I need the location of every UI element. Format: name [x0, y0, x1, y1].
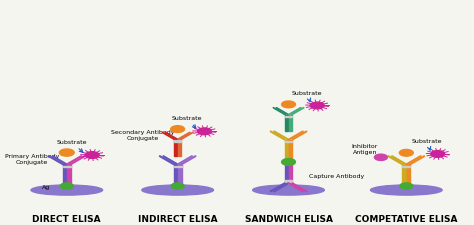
Bar — [289, 115, 292, 131]
Circle shape — [171, 126, 184, 133]
Circle shape — [59, 149, 74, 156]
Circle shape — [60, 183, 73, 189]
Circle shape — [374, 155, 387, 161]
Bar — [67, 164, 71, 184]
Bar — [284, 164, 288, 184]
Circle shape — [282, 159, 295, 166]
Circle shape — [400, 183, 413, 189]
Text: Secondary Antibody
Conjugate: Secondary Antibody Conjugate — [111, 130, 175, 140]
Bar — [285, 115, 288, 131]
Bar — [174, 166, 182, 167]
Circle shape — [171, 183, 184, 189]
Text: Inhibitor
Antigen: Inhibitor Antigen — [352, 143, 378, 154]
Ellipse shape — [31, 185, 102, 195]
Bar — [178, 164, 182, 184]
Bar — [178, 140, 181, 156]
Bar — [402, 166, 410, 167]
Bar — [174, 141, 181, 142]
Circle shape — [431, 151, 445, 158]
Text: Substrate: Substrate — [292, 90, 322, 102]
Text: Substrate: Substrate — [412, 138, 442, 151]
Text: SANDWICH ELISA: SANDWICH ELISA — [245, 214, 333, 223]
Text: DIRECT ELISA: DIRECT ELISA — [33, 214, 101, 223]
Bar — [289, 164, 292, 184]
Text: Substrate: Substrate — [172, 116, 202, 129]
Bar — [285, 116, 292, 117]
Circle shape — [310, 103, 324, 109]
Circle shape — [85, 152, 99, 159]
Text: Ag: Ag — [42, 184, 51, 189]
Bar — [174, 140, 177, 156]
Text: COMPETATIVE ELISA: COMPETATIVE ELISA — [355, 214, 457, 223]
Ellipse shape — [142, 185, 213, 195]
Bar — [63, 164, 66, 184]
Text: Capture Antibody: Capture Antibody — [310, 173, 365, 178]
Circle shape — [400, 150, 413, 156]
Bar — [289, 140, 292, 159]
Bar — [284, 140, 288, 159]
Circle shape — [282, 101, 295, 108]
Text: Substrate: Substrate — [56, 140, 87, 153]
Ellipse shape — [371, 185, 442, 195]
Text: Primary Antibody
Conjugate: Primary Antibody Conjugate — [5, 153, 59, 164]
Circle shape — [198, 128, 211, 135]
Text: INDIRECT ELISA: INDIRECT ELISA — [138, 214, 218, 223]
Ellipse shape — [253, 185, 324, 195]
Bar — [402, 164, 406, 184]
Bar — [284, 181, 292, 182]
Bar — [407, 164, 410, 184]
Bar — [284, 141, 292, 143]
Bar — [174, 164, 177, 184]
Bar — [63, 166, 71, 167]
